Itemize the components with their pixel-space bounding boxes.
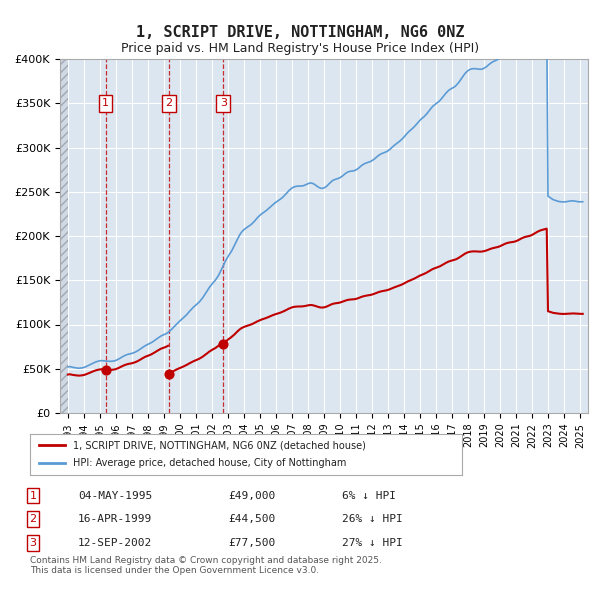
Text: 2: 2 [165,99,172,108]
Text: Contains HM Land Registry data © Crown copyright and database right 2025.
This d: Contains HM Land Registry data © Crown c… [30,556,382,575]
Text: 12-SEP-2002: 12-SEP-2002 [78,538,152,548]
Text: 1, SCRIPT DRIVE, NOTTINGHAM, NG6 0NZ (detached house): 1, SCRIPT DRIVE, NOTTINGHAM, NG6 0NZ (de… [73,440,366,450]
Text: 3: 3 [220,99,227,108]
Text: 26% ↓ HPI: 26% ↓ HPI [342,514,403,524]
Text: £77,500: £77,500 [228,538,275,548]
Text: 2: 2 [29,514,37,524]
Text: 6% ↓ HPI: 6% ↓ HPI [342,491,396,500]
Point [101,365,110,375]
Text: 1, SCRIPT DRIVE, NOTTINGHAM, NG6 0NZ: 1, SCRIPT DRIVE, NOTTINGHAM, NG6 0NZ [136,25,464,40]
Text: £49,000: £49,000 [228,491,275,500]
Text: 3: 3 [29,538,37,548]
Text: 1: 1 [29,491,37,500]
Text: Price paid vs. HM Land Registry's House Price Index (HPI): Price paid vs. HM Land Registry's House … [121,42,479,55]
Text: 04-MAY-1995: 04-MAY-1995 [78,491,152,500]
Text: 1: 1 [102,99,109,108]
Text: £44,500: £44,500 [228,514,275,524]
Text: HPI: Average price, detached house, City of Nottingham: HPI: Average price, detached house, City… [73,458,347,468]
Text: 16-APR-1999: 16-APR-1999 [78,514,152,524]
Point [164,369,173,378]
Bar [60,59,68,413]
Text: 27% ↓ HPI: 27% ↓ HPI [342,538,403,548]
Point [218,340,228,349]
